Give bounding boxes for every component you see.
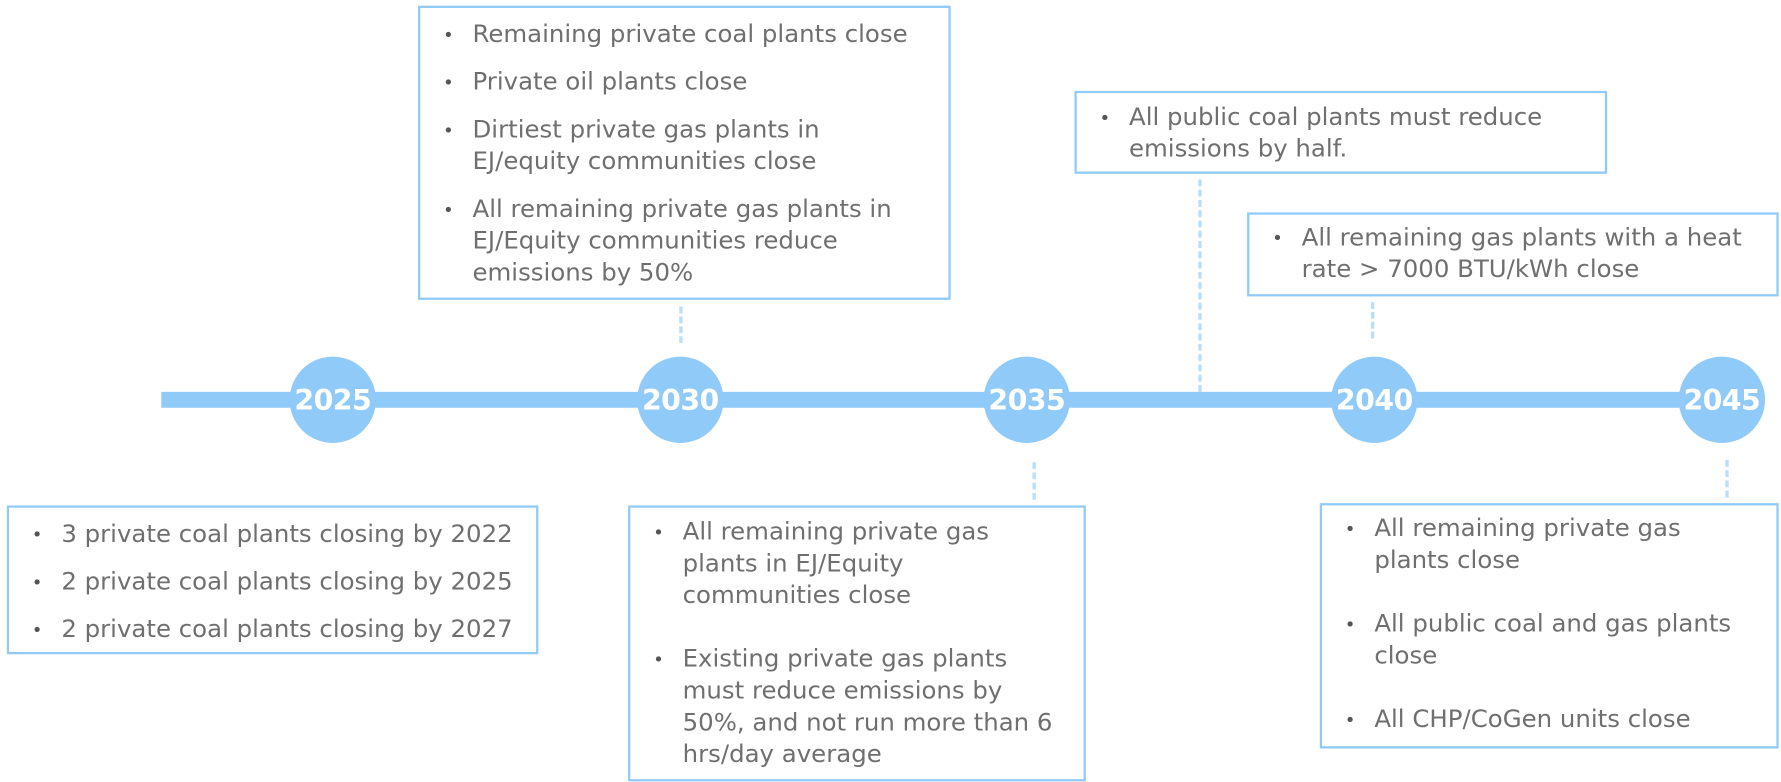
milestone-box: All remaining gas plants with a heat rat… xyxy=(1247,212,1779,297)
connector xyxy=(1198,179,1202,392)
bullet-list: All remaining gas plants with a heat rat… xyxy=(1249,223,1756,287)
bullet-item: All remaining private gas plants in EJ/E… xyxy=(420,194,928,289)
bullet-list: All public coal plants must reduce emiss… xyxy=(1077,102,1585,166)
connector xyxy=(679,306,683,344)
bullet-item: 3 private coal plants closing by 2022 xyxy=(9,519,516,551)
milestone-box: Remaining private coal plants close Priva… xyxy=(417,5,951,300)
milestone-box: 3 private coal plants closing by 2022 2 p… xyxy=(6,505,539,655)
milestone-box: All remaining private gas plants close Al… xyxy=(1319,503,1779,749)
bullet-list: All remaining private gas plants close Al… xyxy=(1322,513,1756,736)
bullet-item: All public coal plants must reduce emiss… xyxy=(1077,102,1585,166)
year-marker: 2040 xyxy=(1331,356,1418,443)
connector xyxy=(1725,459,1729,498)
milestone-box: All public coal plants must reduce emiss… xyxy=(1074,90,1608,174)
bullet-item: 2 private coal plants closing by 2027 xyxy=(9,614,516,646)
year-marker: 2025 xyxy=(289,356,376,443)
bullet-item: Private oil plants close xyxy=(420,67,928,99)
bullet-list: 3 private coal plants closing by 2022 2 p… xyxy=(9,519,516,646)
milestone-box: All remaining private gas plants in EJ/E… xyxy=(628,505,1086,782)
bullet-item: Remaining private coal plants close xyxy=(420,19,928,51)
bullet-item: All remaining gas plants with a heat rat… xyxy=(1249,223,1756,287)
bullet-list: All remaining private gas plants in EJ/E… xyxy=(630,517,1063,771)
bullet-item: All remaining private gas plants in EJ/E… xyxy=(630,517,1063,612)
bullet-item: All public coal and gas plants close xyxy=(1322,609,1756,673)
bullet-item: 2 private coal plants closing by 2025 xyxy=(9,567,516,599)
year-marker: 2030 xyxy=(637,356,724,443)
bullet-item: All remaining private gas plants close xyxy=(1322,513,1756,577)
bullet-list: Remaining private coal plants close Priva… xyxy=(420,19,928,289)
year-marker: 2045 xyxy=(1678,356,1766,443)
bullet-item: Dirtiest private gas plants in EJ/equity… xyxy=(420,115,928,179)
timeline-bar xyxy=(161,391,1761,408)
bullet-item: Existing private gas plants must reduce … xyxy=(630,644,1063,771)
connector xyxy=(1032,462,1036,500)
bullet-item: All CHP/CoGen units close xyxy=(1322,704,1756,736)
year-marker: 2035 xyxy=(983,356,1070,443)
connector xyxy=(1370,302,1375,339)
